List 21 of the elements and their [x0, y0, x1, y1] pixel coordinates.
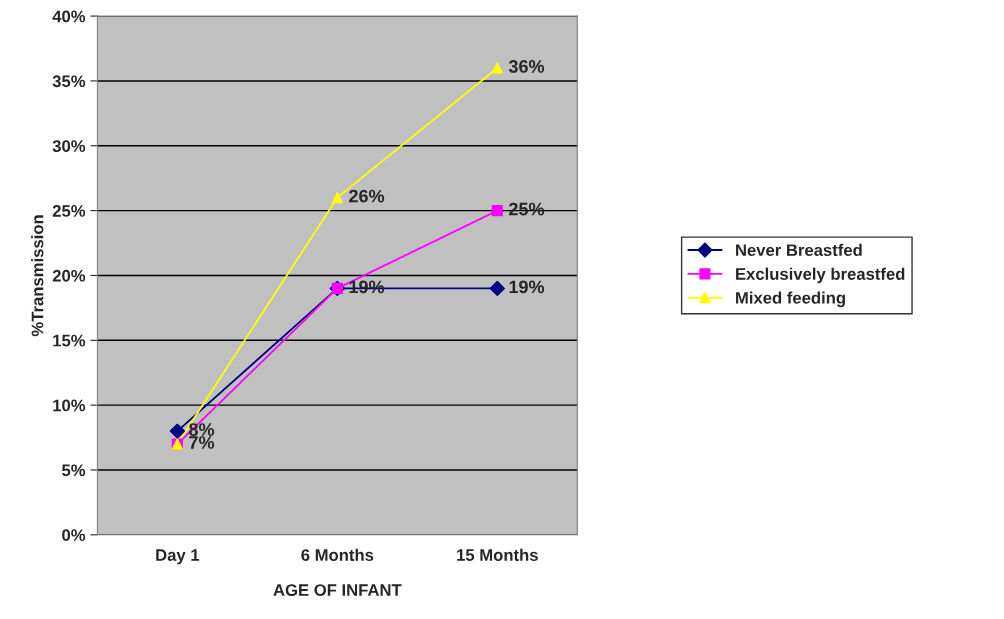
y-tick-label: 10% [53, 399, 86, 412]
y-tick-label: 30% [52, 140, 86, 152]
y-axis-title: %Transmission [31, 215, 44, 337]
legend-label: Exclusively breastfed [736, 267, 905, 284]
data-label: 7% [189, 436, 215, 449]
legend-label: Never Breastfed [736, 243, 862, 257]
y-tick-label: 15% [53, 334, 86, 347]
y-tick-label: 35% [52, 75, 86, 88]
data-label: 36% [508, 60, 545, 73]
data-label: 26% [349, 189, 385, 203]
x-axis-title: AGE OF INFANT [273, 584, 402, 596]
x-tick-label: 6 Months [301, 548, 374, 561]
y-tick-label: 25% [52, 205, 86, 217]
y-tick-label: 40% [52, 10, 86, 23]
x-tick-label: Day 1 [156, 549, 200, 565]
y-tick-label: 5% [62, 464, 86, 477]
legend-label: Mixed feeding [736, 291, 845, 308]
data-label: 19% [509, 280, 545, 294]
y-tick-label: 0% [62, 529, 86, 542]
y-tick-label: 20% [52, 269, 86, 282]
x-tick-label: 15 Months [457, 548, 538, 561]
